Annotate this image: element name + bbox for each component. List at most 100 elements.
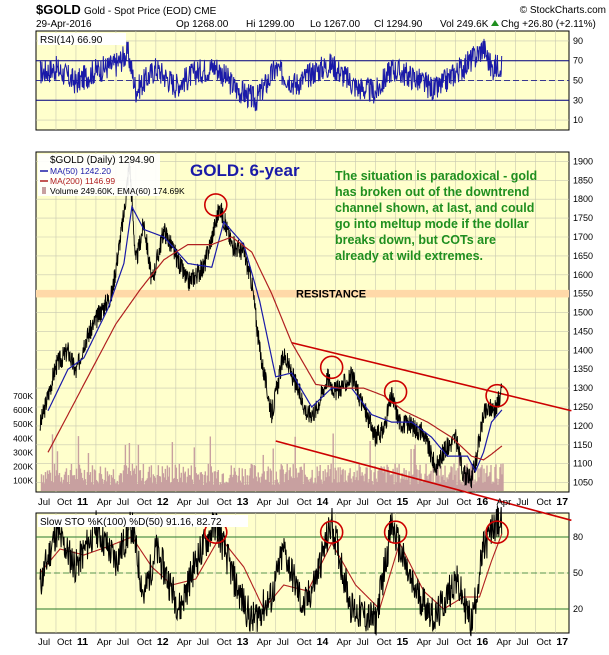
volume-bar — [343, 482, 345, 491]
volume-bar — [312, 483, 314, 491]
time-tick-label: Jul — [277, 637, 289, 648]
header-low: Lo 1267.00 — [310, 19, 360, 30]
volume-bar — [314, 477, 316, 491]
time-tick-label: 12 — [157, 636, 169, 648]
volume-bar — [218, 484, 220, 491]
price-tick-label: 1250 — [573, 402, 593, 412]
volume-bar — [382, 472, 384, 491]
time-tick-label: Apr — [496, 497, 511, 508]
volume-bar — [248, 475, 250, 491]
volume-bar — [479, 468, 481, 491]
volume-bar — [100, 474, 103, 491]
volume-bar — [335, 470, 337, 491]
price-tick-label: 1700 — [573, 232, 593, 242]
volume-bar — [68, 483, 71, 491]
volume-bar — [390, 474, 392, 491]
volume-bar — [321, 483, 323, 491]
volume-bar — [285, 472, 287, 491]
price-tick-label: 1900 — [573, 156, 593, 166]
volume-bar — [197, 474, 200, 491]
annotation-note: The situation is paradoxical - gold has … — [335, 169, 537, 263]
volume-bar — [489, 472, 491, 491]
volume-bar — [262, 454, 264, 491]
time-tick-label: 13 — [237, 636, 249, 648]
time-tick-label: 13 — [237, 496, 249, 508]
volume-bar — [221, 474, 223, 491]
volume-bar — [271, 484, 273, 491]
volume-bar — [375, 478, 377, 491]
volume-bar — [394, 463, 396, 491]
rsi-tick-label: 70 — [573, 56, 583, 66]
volume-bar — [481, 464, 483, 491]
volume-bar — [392, 468, 394, 491]
volume-bar — [154, 477, 157, 491]
volume-bar — [399, 482, 401, 491]
volume-bar — [447, 479, 449, 491]
volume-bar — [496, 478, 498, 491]
volume-bar — [150, 465, 153, 491]
stochastic-tick-label: 80 — [573, 532, 583, 542]
volume-bar — [249, 468, 251, 491]
volume-tick-label: 300K — [13, 447, 33, 457]
volume-bar — [118, 475, 121, 491]
time-tick-label: 14 — [317, 496, 329, 508]
volume-bar — [187, 468, 190, 491]
volume-bar — [202, 484, 205, 491]
volume-bar — [215, 478, 217, 491]
volume-bar — [389, 475, 391, 491]
volume-bar — [433, 484, 435, 491]
volume-bar — [485, 473, 487, 491]
volume-bar — [458, 450, 460, 491]
volume-bar — [353, 471, 355, 491]
volume-bar — [356, 470, 358, 491]
volume-bar — [318, 471, 320, 491]
volume-bar — [220, 483, 222, 491]
price-tick-label: 1150 — [573, 440, 592, 450]
volume-bar — [203, 474, 206, 491]
time-tick-label: Oct — [297, 497, 312, 508]
volume-bar — [400, 478, 402, 491]
time-tick-label: Apr — [337, 637, 352, 648]
volume-tick-label: 600K — [13, 405, 33, 415]
volume-bar — [162, 473, 165, 491]
volume-bar — [317, 476, 319, 491]
volume-bar — [282, 469, 284, 491]
time-tick-label: Oct — [377, 497, 392, 508]
header-open: Op 1268.00 — [176, 19, 229, 30]
note-line-1: The situation is paradoxical - gold — [335, 169, 537, 183]
volume-bar — [255, 476, 257, 491]
volume-bar — [310, 477, 312, 491]
price-tick-label: 1600 — [573, 270, 593, 280]
triangle-up-icon — [491, 20, 499, 26]
volume-bar — [472, 466, 474, 491]
volume-bar — [283, 482, 285, 491]
volume-bar — [328, 476, 330, 491]
price-legend-ma50: MA(50) 1242.20 — [50, 166, 111, 176]
volume-bar — [43, 483, 46, 491]
header-close: Cl 1294.90 — [374, 19, 423, 30]
volume-bar — [160, 482, 163, 491]
volume-bar — [484, 481, 486, 491]
volume-bar — [64, 471, 67, 491]
volume-bar — [232, 474, 234, 491]
volume-bar — [145, 479, 148, 491]
rsi-tick-label: 50 — [573, 76, 583, 86]
volume-bar — [311, 469, 313, 491]
price-legend-main: $GOLD (Daily) 1294.90 — [50, 155, 155, 166]
volume-bar — [332, 433, 334, 491]
volume-bar — [253, 465, 255, 491]
volume-bar — [363, 481, 365, 491]
time-tick-label: Oct — [457, 497, 472, 508]
volume-bar — [446, 477, 448, 491]
volume-bar — [273, 484, 275, 491]
time-tick-label: 12 — [157, 496, 169, 508]
volume-bar — [191, 479, 194, 491]
volume-bar — [307, 479, 309, 491]
time-tick-label: Apr — [417, 497, 432, 508]
volume-bar — [66, 482, 69, 491]
volume-bar — [357, 480, 359, 491]
price-tick-label: 1050 — [573, 478, 593, 488]
volume-bar — [337, 467, 339, 491]
volume-bar — [334, 467, 336, 491]
volume-bar — [362, 475, 364, 491]
